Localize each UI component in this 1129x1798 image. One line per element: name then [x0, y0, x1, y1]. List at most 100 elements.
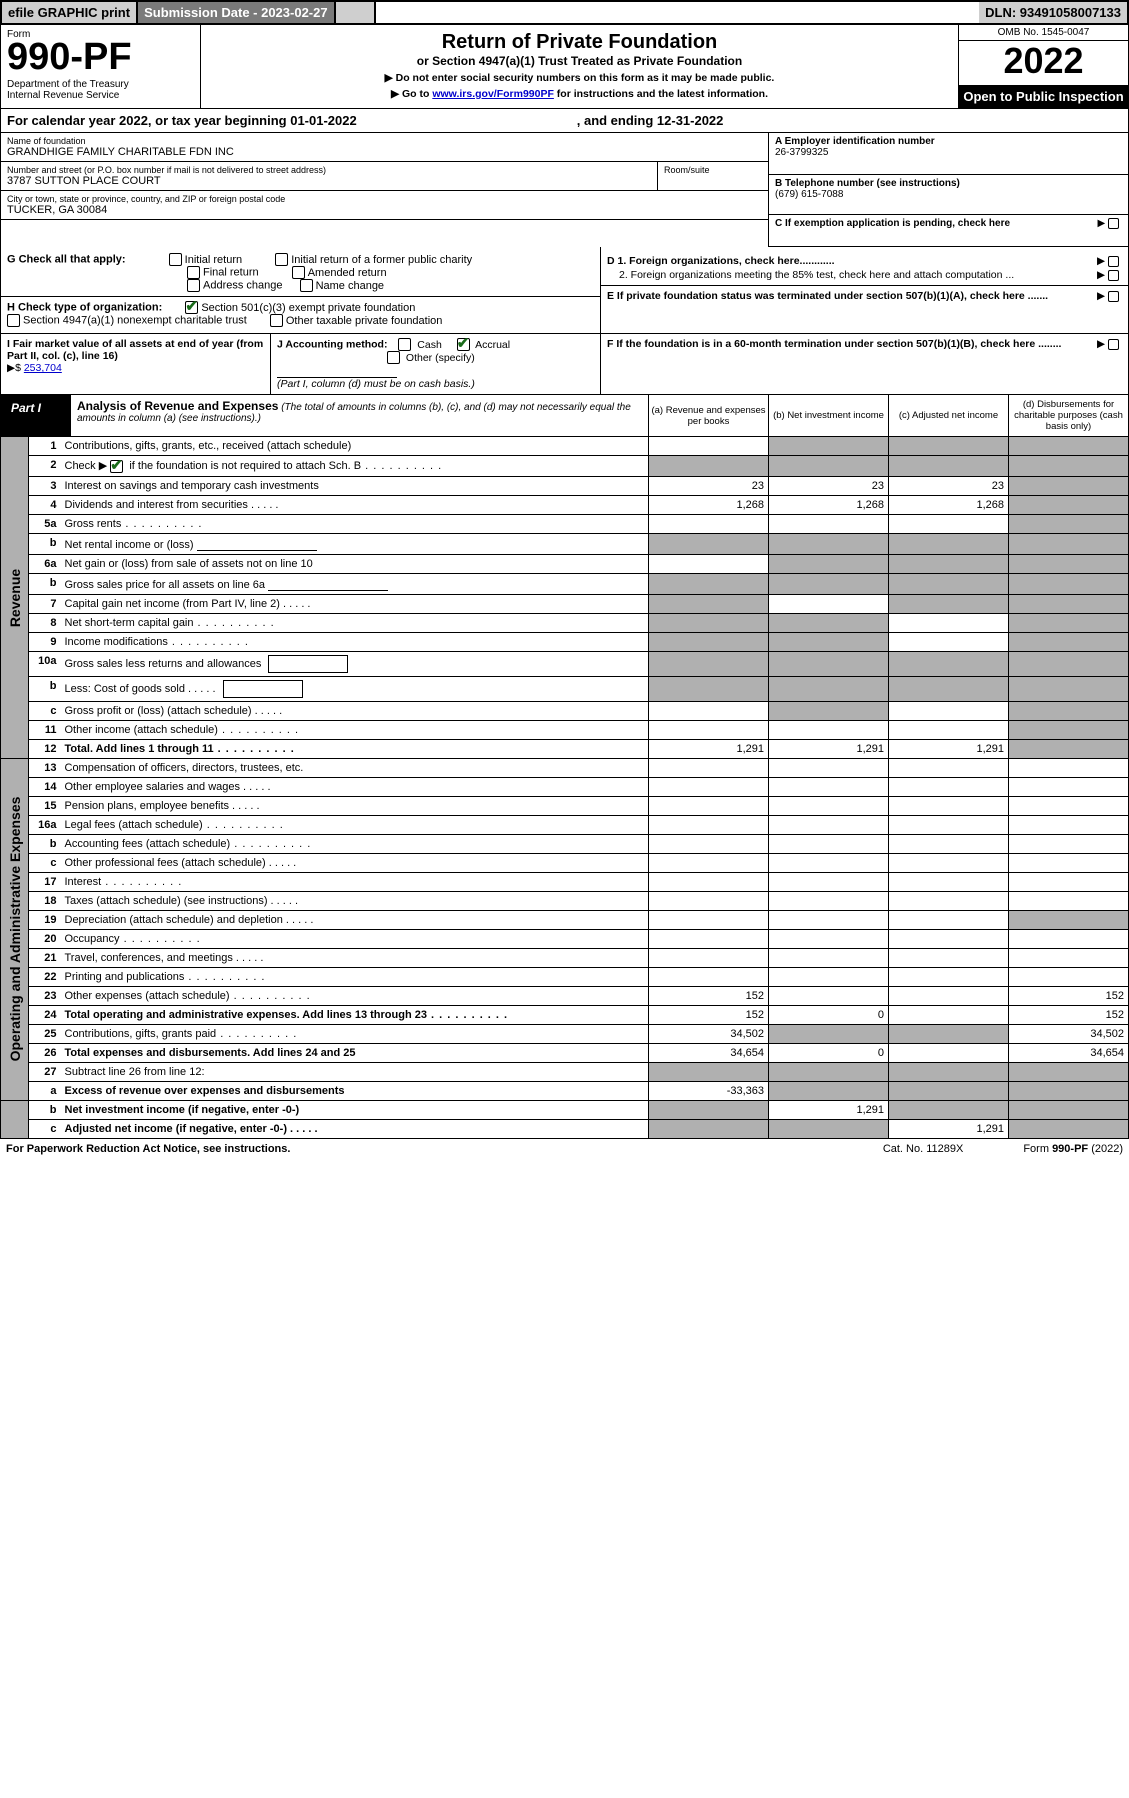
r3-c: 23: [889, 476, 1009, 495]
sidebar-revenue-text: Revenue: [7, 568, 23, 626]
other-taxable-label: Other taxable private foundation: [286, 315, 443, 327]
amended-return-checkbox[interactable]: [292, 266, 305, 279]
ln-9: 9: [29, 632, 61, 651]
6b-blank: [268, 577, 388, 591]
row-6b: b Gross sales price for all assets on li…: [1, 573, 1129, 594]
cash-label: Cash: [417, 339, 442, 351]
ln-20: 20: [29, 929, 61, 948]
submission-date: Submission Date - 2023-02-27: [138, 2, 336, 23]
name-change-checkbox[interactable]: [300, 279, 313, 292]
desc-6a: Net gain or (loss) from sale of assets n…: [61, 554, 649, 573]
desc-8: Net short-term capital gain: [61, 613, 649, 632]
address: 3787 SUTTON PLACE COURT: [7, 175, 651, 187]
form-link[interactable]: www.irs.gov/Form990PF: [432, 88, 554, 100]
section-g: G Check all that apply: Initial return I…: [1, 247, 601, 333]
r24-b: 0: [769, 1005, 889, 1024]
fmv-value[interactable]: 253,704: [24, 362, 62, 374]
ln-6a: 6a: [29, 554, 61, 573]
footer-right: Form 990-PF (2022): [1023, 1143, 1123, 1155]
i-arrow: ▶$: [7, 362, 21, 374]
f-label: F If the foundation is in a 60-month ter…: [607, 338, 1061, 350]
city-value: TUCKER, GA 30084: [7, 204, 762, 216]
address-cell: Number and street (or P.O. box number if…: [1, 162, 658, 191]
e-checkbox[interactable]: [1108, 291, 1119, 302]
row-10a: 10a Gross sales less returns and allowan…: [1, 651, 1129, 676]
row-1: Revenue 1 Contributions, gifts, grants, …: [1, 437, 1129, 456]
section-g-d: G Check all that apply: Initial return I…: [0, 247, 1129, 334]
row-6a: 6a Net gain or (loss) from sale of asset…: [1, 554, 1129, 573]
ln-27: 27: [29, 1062, 61, 1081]
final-return-checkbox[interactable]: [187, 266, 200, 279]
other-method-checkbox[interactable]: [387, 351, 400, 364]
ln-27c: c: [29, 1119, 61, 1138]
d1-label: D 1. Foreign organizations, check here..…: [607, 255, 835, 267]
desc-18: Taxes (attach schedule) (see instruction…: [61, 891, 649, 910]
d1-checkbox[interactable]: [1108, 256, 1119, 267]
row-12: 12 Total. Add lines 1 through 11 1,291 1…: [1, 739, 1129, 758]
r23-d: 152: [1009, 986, 1129, 1005]
cash-checkbox[interactable]: [398, 338, 411, 351]
row-26: 26Total expenses and disbursements. Add …: [1, 1043, 1129, 1062]
r24-a: 152: [649, 1005, 769, 1024]
desc-10c: Gross profit or (loss) (attach schedule): [61, 701, 649, 720]
ln-17: 17: [29, 872, 61, 891]
row-18: 18Taxes (attach schedule) (see instructi…: [1, 891, 1129, 910]
foundation-name: GRANDHIGE FAMILY CHARITABLE FDN INC: [7, 146, 762, 158]
ln-16c: c: [29, 853, 61, 872]
foundation-name-cell: Name of foundation GRANDHIGE FAMILY CHAR…: [1, 133, 768, 162]
f-checkbox[interactable]: [1108, 339, 1119, 350]
desc-27b: Net investment income (if negative, ente…: [61, 1100, 649, 1119]
r12-b: 1,291: [769, 739, 889, 758]
efile-label[interactable]: efile GRAPHIC print: [2, 2, 138, 23]
ln-16b: b: [29, 834, 61, 853]
tel-value: (679) 615-7088: [775, 189, 1122, 200]
address-change-checkbox[interactable]: [187, 279, 200, 292]
d2-checkbox[interactable]: [1108, 270, 1119, 281]
sch-b-checkbox[interactable]: [110, 460, 123, 473]
row-13: Operating and Administrative Expenses 13…: [1, 758, 1129, 777]
initial-return-checkbox[interactable]: [169, 253, 182, 266]
d2-label: 2. Foreign organizations meeting the 85%…: [619, 269, 1014, 281]
initial-former-checkbox[interactable]: [275, 253, 288, 266]
desc-16c: Other professional fees (attach schedule…: [61, 853, 649, 872]
cal-begin: For calendar year 2022, or tax year begi…: [7, 113, 357, 128]
ln-4: 4: [29, 495, 61, 514]
other-taxable-checkbox[interactable]: [270, 314, 283, 327]
section-f: F If the foundation is in a 60-month ter…: [601, 334, 1128, 394]
ln-26: 26: [29, 1043, 61, 1062]
ln-11: 11: [29, 720, 61, 739]
4947a1-checkbox[interactable]: [7, 314, 20, 327]
accrual-checkbox[interactable]: [457, 338, 470, 351]
form-title: Return of Private Foundation: [207, 31, 952, 54]
ln-2: 2: [29, 456, 61, 477]
calendar-year-line: For calendar year 2022, or tax year begi…: [0, 109, 1129, 133]
row-5a: 5a Gross rents: [1, 514, 1129, 533]
exemption-checkbox[interactable]: [1108, 218, 1119, 229]
sidebar-blank: [1, 1100, 29, 1138]
row-5b: b Net rental income or (loss): [1, 533, 1129, 554]
tel-label: B Telephone number (see instructions): [775, 178, 1122, 189]
r4-a: 1,268: [649, 495, 769, 514]
page-footer: For Paperwork Reduction Act Notice, see …: [0, 1139, 1129, 1159]
ln-8: 8: [29, 613, 61, 632]
h-label: H Check type of organization:: [7, 302, 162, 314]
exemption-pending-cell: C If exemption application is pending, c…: [769, 215, 1128, 247]
topbar: efile GRAPHIC print Submission Date - 20…: [0, 0, 1129, 25]
row-11: 11 Other income (attach schedule): [1, 720, 1129, 739]
desc-2: Check ▶ if the foundation is not require…: [61, 456, 649, 477]
form-subtitle: or Section 4947(a)(1) Trust Treated as P…: [207, 54, 952, 68]
footer-left: For Paperwork Reduction Act Notice, see …: [6, 1143, 290, 1155]
dln: DLN: 93491058007133: [979, 2, 1127, 23]
j-label: J Accounting method:: [277, 339, 387, 351]
desc-5a: Gross rents: [61, 514, 649, 533]
desc-2-post: if the foundation is not required to att…: [129, 460, 361, 472]
ln-15: 15: [29, 796, 61, 815]
part1-header: Part I Analysis of Revenue and Expenses …: [0, 395, 1129, 437]
row-27b: bNet investment income (if negative, ent…: [1, 1100, 1129, 1119]
city-label: City or town, state or province, country…: [7, 194, 762, 204]
ein-value: 26-3799325: [775, 147, 1122, 158]
r3-a: 23: [649, 476, 769, 495]
ln-22: 22: [29, 967, 61, 986]
row-17: 17Interest: [1, 872, 1129, 891]
501c3-checkbox[interactable]: [185, 301, 198, 314]
